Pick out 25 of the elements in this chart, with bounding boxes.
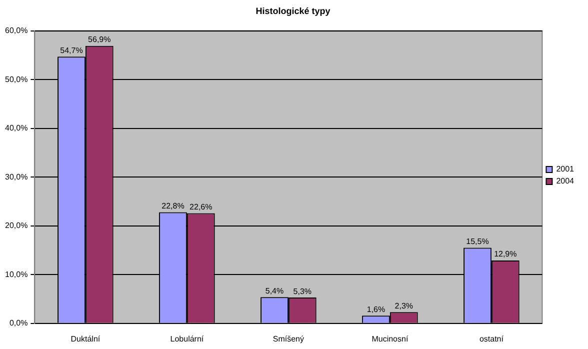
legend-label: 2001 [556,164,575,174]
y-tick-label: 20,0% [4,221,28,230]
data-label: 12,9% [494,250,517,259]
data-label: 5,4% [265,286,284,296]
chart-title: Histologické typy [256,6,330,16]
data-label: 54,7% [60,46,83,55]
y-tick-label: 30,0% [4,172,28,182]
x-tick-label: Smíšený [272,334,304,344]
x-tick-label: Duktální [70,334,101,344]
data-label: 56,9% [88,35,111,44]
data-label: 1,6% [366,304,386,314]
x-tick-label: ostatní [479,334,504,344]
legend-label: 2004 [556,176,575,186]
data-label: 15,5% [466,237,489,246]
y-tick-label: 50,0% [4,74,28,84]
y-tick-label: 40,0% [4,124,28,133]
x-tick-label: Mucinosní [372,334,409,344]
y-tick-label: 10,0% [4,270,28,279]
data-label: 5,3% [293,286,312,296]
data-label: 22,6% [190,202,212,212]
data-label: 2,3% [394,301,414,310]
y-tick-label: 0,0% [9,318,28,328]
data-label: 22,8% [162,201,184,210]
x-tick-label: Lobulární [170,334,204,344]
y-tick-label: 60,0% [4,26,28,36]
